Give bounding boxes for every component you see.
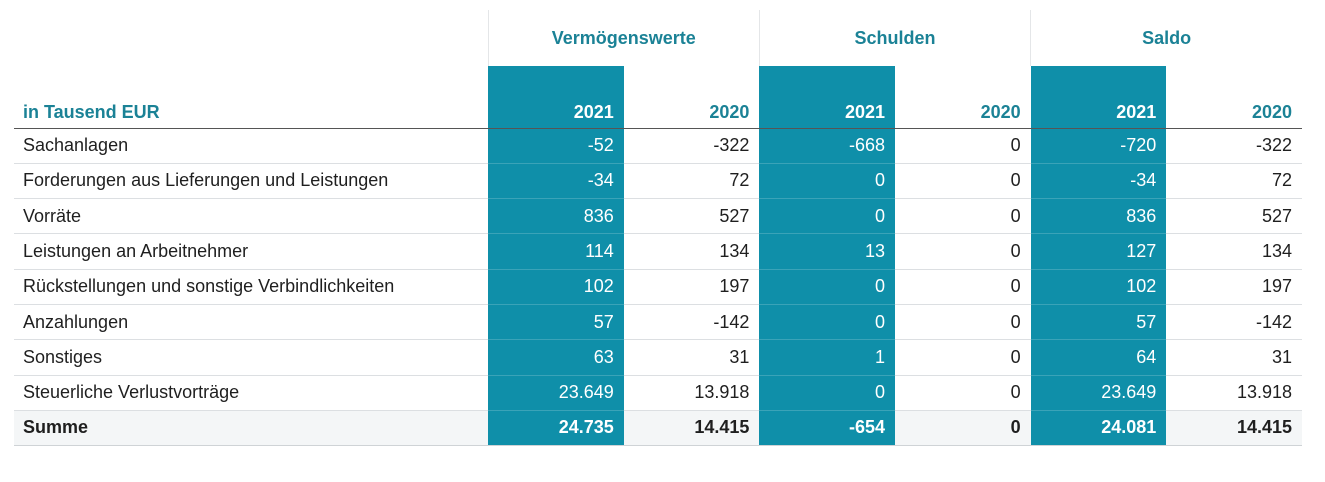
cell-liabilities-2021: 1: [759, 339, 896, 376]
row-label: Vorräte: [14, 198, 489, 235]
row-label: Rückstellungen und sonstige Verbindlichk…: [14, 269, 489, 305]
row-label: Sachanlagen: [14, 128, 489, 164]
cell-assets-2020: 134: [623, 233, 760, 270]
cell-assets-2020: 197: [623, 269, 760, 305]
cell-assets-2021: 63: [488, 339, 624, 376]
table-row: Anzahlungen 57 -142 0 0 57 -142: [14, 304, 1302, 341]
cell-assets-2020: 31: [623, 339, 760, 376]
cell-liabilities-2020: 0: [895, 339, 1031, 376]
row-label: Sonstiges: [14, 339, 489, 376]
total-assets-2020: 14.415: [623, 410, 760, 446]
cell-liabilities-2020: 0: [895, 163, 1031, 200]
cell-liabilities-2020: 0: [895, 233, 1031, 270]
total-row: Summe 24.735 14.415 -654 0 24.081 14.415: [14, 410, 1302, 446]
cell-liabilities-2020: 0: [895, 128, 1031, 164]
table-row: Vorräte 836 527 0 0 836 527: [14, 198, 1302, 235]
cell-liabilities-2021: -668: [759, 128, 896, 164]
cell-liabilities-2020: 0: [895, 304, 1031, 341]
cell-assets-2021: 836: [488, 198, 624, 235]
table-row: Sachanlagen -52 -322 -668 0 -720 -322: [14, 128, 1302, 164]
cell-balance-2020: 527: [1166, 198, 1302, 235]
cell-assets-2021: 23.649: [488, 375, 624, 411]
year-header-balance-2020: 2020: [1166, 66, 1302, 129]
row-label: Leistungen an Arbeitnehmer: [14, 233, 489, 270]
cell-balance-2021: -720: [1030, 128, 1167, 164]
group-header-assets: Vermögenswerte: [487, 10, 760, 66]
table-row: Steuerliche Verlustvorträge 23.649 13.91…: [14, 375, 1302, 411]
table-row: Sonstiges 63 31 1 0 64 31: [14, 339, 1302, 376]
cell-assets-2020: 13.918: [623, 375, 760, 411]
cell-balance-2020: 72: [1166, 163, 1302, 200]
total-assets-2021: 24.735: [488, 410, 624, 446]
cell-balance-2020: 134: [1166, 233, 1302, 270]
cell-balance-2021: 23.649: [1030, 375, 1167, 411]
group-header-row: Vermögenswerte Schulden Saldo: [14, 10, 1302, 66]
year-header-liabilities-2021: 2021: [759, 66, 896, 129]
cell-liabilities-2021: 0: [759, 269, 896, 305]
table-row: Rückstellungen und sonstige Verbindlichk…: [14, 269, 1302, 305]
year-header-row: in Tausend EUR 2021 2020 2021 2020 2021 …: [14, 66, 1302, 129]
cell-assets-2020: -142: [623, 304, 760, 341]
cell-liabilities-2020: 0: [895, 375, 1031, 411]
group-header-balance: Saldo: [1030, 10, 1302, 66]
table-row: Forderungen aus Lieferungen und Leistung…: [14, 163, 1302, 200]
deferred-tax-table: Vermögenswerte Schulden Saldo in Tausend…: [14, 10, 1302, 446]
year-header-assets-2020: 2020: [623, 66, 760, 129]
cell-assets-2021: 102: [488, 269, 624, 305]
cell-assets-2020: 72: [623, 163, 760, 200]
cell-assets-2020: -322: [623, 128, 760, 164]
cell-liabilities-2021: 0: [759, 375, 896, 411]
total-label: Summe: [14, 410, 489, 446]
unit-label: in Tausend EUR: [14, 66, 489, 129]
cell-balance-2020: -142: [1166, 304, 1302, 341]
table-row: Leistungen an Arbeitnehmer 114 134 13 0 …: [14, 233, 1302, 270]
total-balance-2020: 14.415: [1166, 410, 1302, 446]
group-header-liabilities: Schulden: [758, 10, 1031, 66]
cell-liabilities-2021: 0: [759, 198, 896, 235]
group-header-blank: [14, 10, 489, 66]
cell-balance-2021: 102: [1030, 269, 1167, 305]
cell-balance-2021: 836: [1030, 198, 1167, 235]
row-label: Steuerliche Verlustvorträge: [14, 375, 489, 411]
year-header-assets-2021: 2021: [488, 66, 624, 129]
cell-assets-2020: 527: [623, 198, 760, 235]
year-header-liabilities-2020: 2020: [895, 66, 1031, 129]
cell-liabilities-2020: 0: [895, 198, 1031, 235]
cell-balance-2021: 127: [1030, 233, 1167, 270]
cell-assets-2021: -34: [488, 163, 624, 200]
cell-liabilities-2021: 0: [759, 304, 896, 341]
total-liabilities-2021: -654: [759, 410, 896, 446]
deferred-tax-table-container: Vermögenswerte Schulden Saldo in Tausend…: [14, 10, 1302, 446]
cell-balance-2020: -322: [1166, 128, 1302, 164]
cell-balance-2020: 31: [1166, 339, 1302, 376]
year-header-balance-2021: 2021: [1030, 66, 1167, 129]
row-label: Anzahlungen: [14, 304, 489, 341]
cell-assets-2021: 114: [488, 233, 624, 270]
cell-balance-2021: -34: [1030, 163, 1167, 200]
cell-assets-2021: -52: [488, 128, 624, 164]
cell-balance-2021: 64: [1030, 339, 1167, 376]
cell-balance-2021: 57: [1030, 304, 1167, 341]
cell-balance-2020: 197: [1166, 269, 1302, 305]
total-liabilities-2020: 0: [895, 410, 1031, 446]
cell-liabilities-2021: 0: [759, 163, 896, 200]
total-balance-2021: 24.081: [1030, 410, 1167, 446]
cell-liabilities-2020: 0: [895, 269, 1031, 305]
row-label: Forderungen aus Lieferungen und Leistung…: [14, 163, 489, 200]
cell-assets-2021: 57: [488, 304, 624, 341]
cell-balance-2020: 13.918: [1166, 375, 1302, 411]
cell-liabilities-2021: 13: [759, 233, 896, 270]
